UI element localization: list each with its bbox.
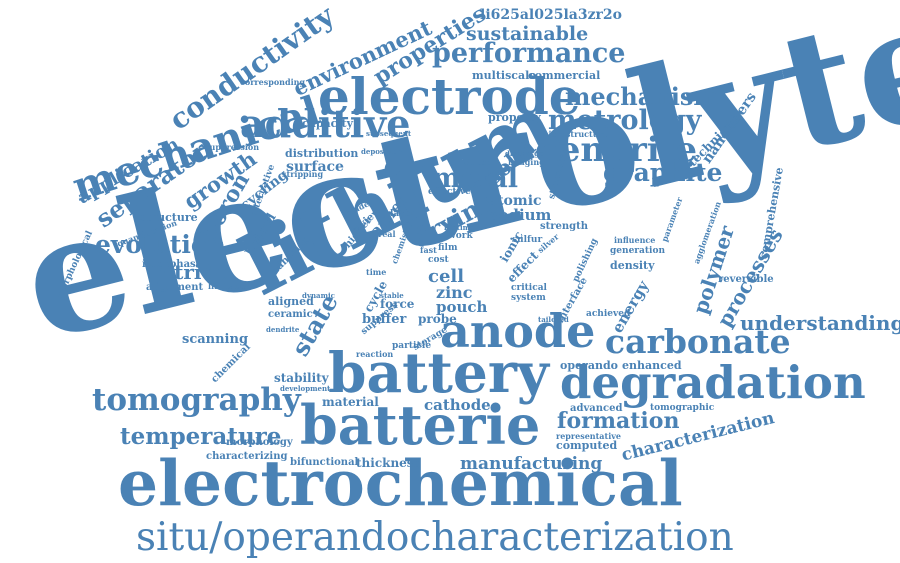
word-atomic: atomic <box>488 193 542 209</box>
word-reversible: reversible <box>718 274 774 285</box>
word-real: real <box>378 229 396 239</box>
word-sulfur: sulfur <box>512 235 543 245</box>
word-development: development <box>280 384 331 393</box>
word-sustainable: sustainable <box>466 23 589 45</box>
word-layer: layer <box>390 209 415 219</box>
word-metrology: metrology <box>548 105 702 136</box>
word-material: material <box>322 395 379 409</box>
word-chemical: chemical <box>209 341 253 386</box>
word-metal: metal <box>432 163 518 194</box>
word-advanced: advanced <box>570 403 623 414</box>
word-electrochemical: electrochemical <box>118 446 683 520</box>
word-tomographic: tomographic <box>650 403 715 413</box>
word-commercial: commercial <box>528 69 601 82</box>
word-additive: additive <box>240 101 411 146</box>
word-pouch: pouch <box>436 298 488 316</box>
word-degradation: degradation <box>560 356 866 409</box>
word-generation: generation <box>610 246 665 256</box>
word-reaction: reaction <box>356 349 394 359</box>
word-cost: cost <box>428 255 449 265</box>
word-microstructure: microstructure <box>540 129 608 139</box>
word-deposition: deposition <box>361 147 403 156</box>
word-distribution: distribution <box>285 147 359 160</box>
word-situ-operandocharacterization: situ/operandocharacterization <box>136 515 734 560</box>
word-dendrite-small: dendrite <box>266 325 300 334</box>
word-carbonate: carbonate <box>605 322 791 361</box>
word-lifetime: lifetime <box>444 223 475 232</box>
word-temperature: temperature <box>120 423 282 450</box>
word-corresponding: corresponding <box>240 77 306 87</box>
word-scanning: scanning <box>182 332 249 347</box>
word-capacity: capacity <box>302 117 353 130</box>
word-dynamic: dynamic <box>302 291 335 300</box>
word-film: film <box>438 243 458 253</box>
word-performance: performance <box>432 38 626 69</box>
word-particle: particle <box>392 341 432 351</box>
word-stability: stability <box>274 371 329 385</box>
word-mechanism: mechanism <box>565 82 719 111</box>
word-property: property <box>488 111 541 124</box>
word-strength: strength <box>540 221 589 232</box>
word-discharge: discharge <box>505 149 544 158</box>
word-manufacturing: manufacturing <box>460 454 603 474</box>
word-cathode: cathode <box>424 396 491 414</box>
word-density: density <box>610 259 655 272</box>
word-probe: probe <box>418 312 457 326</box>
word-operando: operando <box>560 359 618 372</box>
word-influence: influence <box>614 235 656 245</box>
word-bifunctional: bifunctional <box>290 457 359 468</box>
word-formation: formation <box>557 408 680 434</box>
word-morphology: morphology <box>226 437 293 448</box>
word-work: work <box>448 231 473 241</box>
word-li625al025la3zr2o: li625al025la3zr2o <box>480 7 623 23</box>
word-structure: structure <box>140 211 198 224</box>
word-fast: fast <box>420 245 437 255</box>
word-anode: anode <box>440 304 596 358</box>
word-multiscale: multiscale <box>472 69 537 82</box>
word-characterizing: characterizing <box>206 451 288 462</box>
word-thickness: thickness <box>356 456 421 470</box>
word-computed: computed <box>556 439 618 452</box>
word-induced: induced <box>456 157 492 167</box>
word-interphase: interphase <box>142 259 203 270</box>
word-battery: battery <box>328 340 549 405</box>
word-suppression: suppression <box>205 142 260 152</box>
word-tomography: tomography <box>92 382 301 418</box>
word-alignment: alignment <box>146 282 204 293</box>
word-force: force <box>380 297 415 311</box>
word-sodium: sodium <box>490 206 552 224</box>
word-aligned: aligned <box>268 295 314 308</box>
word-understanding: understanding <box>740 311 900 335</box>
word-limitation: limitation <box>208 281 253 291</box>
word-tailored: tailored <box>538 315 569 324</box>
word-nitride: nitride <box>152 260 229 284</box>
word-critical: critical <box>511 283 547 293</box>
word-achieved: achieved <box>586 309 631 319</box>
word-imaging: imaging <box>508 157 545 167</box>
word-subsequent: subsequent <box>366 129 412 138</box>
word-dendrite: dendrite <box>535 130 698 170</box>
word-surface: surface <box>286 159 344 175</box>
word-stripping: stripping <box>282 169 324 179</box>
word-evolution: evolution <box>95 230 226 259</box>
word-electrode: electrode <box>318 67 581 126</box>
word-enhanced: enhanced <box>622 359 682 372</box>
word-effective: effective <box>428 187 471 197</box>
word-buffer: buffer <box>362 312 407 327</box>
word-ceramic: ceramic <box>268 309 313 320</box>
word-graphite: graphite <box>603 158 723 187</box>
word-zinc: zinc <box>436 283 473 302</box>
word-stable: stable <box>380 291 404 300</box>
word-cell: cell <box>428 266 465 287</box>
word-batterie: batterie <box>300 393 541 457</box>
word-time: time <box>366 267 387 277</box>
word-representative: representative <box>556 431 621 441</box>
word-system: system <box>511 293 546 303</box>
